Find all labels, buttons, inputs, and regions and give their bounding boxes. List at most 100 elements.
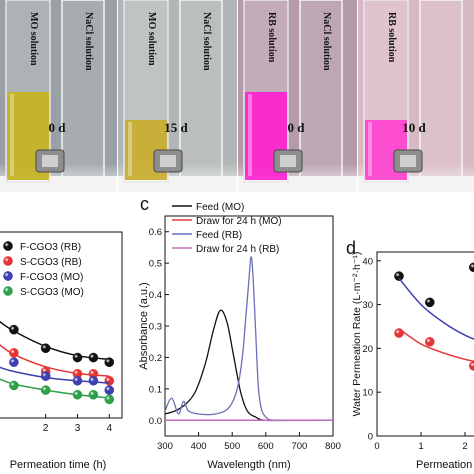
y-tick-label: 10 bbox=[362, 388, 373, 399]
y-tick-label: 0.0 bbox=[149, 416, 162, 427]
x-axis-label: Permeation time (h) bbox=[10, 459, 107, 471]
photo-panel-2: MO solution NaCl solution 15 d bbox=[118, 0, 239, 192]
data-point bbox=[104, 394, 115, 405]
data-point bbox=[88, 352, 99, 363]
y-tick-label: 0.4 bbox=[149, 290, 162, 301]
data-point bbox=[394, 328, 404, 338]
time-label: 15 d bbox=[164, 120, 188, 135]
y-tick-label: 20 bbox=[362, 344, 373, 355]
y-tick-label: 0.2 bbox=[149, 353, 162, 364]
x-tick-label: 2 bbox=[43, 423, 49, 434]
data-point bbox=[72, 352, 83, 363]
y-tick-label: 0.5 bbox=[149, 259, 162, 270]
data-point bbox=[469, 262, 474, 273]
data-point bbox=[9, 357, 19, 367]
legend-label-3: Feed (RB) bbox=[196, 230, 242, 241]
data-point bbox=[469, 361, 474, 371]
tube-b bbox=[61, 0, 105, 183]
panel-letter: d bbox=[346, 238, 356, 258]
x-tick-label: 500 bbox=[224, 441, 240, 452]
x-tick-label: 0 bbox=[374, 441, 379, 452]
y-tick-label: 30 bbox=[362, 300, 373, 311]
tube-b bbox=[179, 0, 223, 183]
data-point bbox=[40, 371, 51, 381]
x-tick-label: 600 bbox=[258, 441, 274, 452]
y-axis-label: Absorbance (a.u.) bbox=[138, 282, 150, 369]
legend-marker-4 bbox=[3, 286, 13, 296]
x-axis-label: Permeation bbox=[416, 459, 472, 471]
legend-marker-1 bbox=[3, 241, 13, 251]
data-point bbox=[72, 389, 83, 400]
data-point bbox=[104, 385, 115, 395]
tube-highlight bbox=[128, 122, 132, 176]
plot-frame bbox=[0, 231, 123, 419]
series-line-3 bbox=[164, 256, 334, 422]
clamp-inner bbox=[400, 155, 416, 167]
panel-c: 300 400 500 600 700 800 0.0 0.1 0.2 0.3 0.4 0.5 0.6 W… bbox=[138, 194, 341, 471]
y-axis-label: Water Permeation Rate (L·m⁻²·h⁻¹) bbox=[351, 252, 363, 417]
x-tick-label: 800 bbox=[325, 441, 341, 452]
tube-b bbox=[299, 0, 343, 183]
y-tick-label: 0.6 bbox=[149, 227, 162, 238]
figure-plots: 2 3 4 Permeation time (h) F-CGO3 (RB) S-CGO3 … bbox=[0, 194, 474, 471]
clamp-inner bbox=[160, 155, 176, 167]
tube-a-label: MO solution bbox=[28, 12, 39, 66]
data-point bbox=[9, 324, 19, 335]
data-point bbox=[9, 348, 19, 358]
tube-highlight bbox=[368, 122, 372, 176]
x-tick-label: 700 bbox=[291, 441, 307, 452]
y-tick-label: 0.3 bbox=[149, 322, 162, 333]
y-tick-label: 0 bbox=[368, 432, 373, 443]
legend-marker-2 bbox=[3, 256, 13, 266]
x-axis-label: Wavelength (nm) bbox=[207, 459, 290, 471]
photo-panel-3: RB solution NaCl solution 0 d bbox=[238, 0, 359, 192]
data-point bbox=[72, 375, 83, 386]
data-point bbox=[104, 375, 115, 386]
x-tick-label: 2 bbox=[462, 441, 467, 452]
data-point bbox=[40, 385, 51, 395]
photo-panel-1: MO solution NaCl solution 0 d bbox=[0, 0, 119, 192]
time-label: 0 d bbox=[288, 120, 306, 135]
legend-marker-3 bbox=[3, 271, 13, 281]
x-tick-label: 4 bbox=[107, 423, 113, 434]
tube-a-label: RB solution bbox=[266, 12, 277, 63]
tube-a-label: RB solution bbox=[386, 12, 397, 63]
tube-b-label: NaCl solution bbox=[321, 12, 332, 71]
data-point bbox=[394, 271, 404, 281]
fit-line-2 bbox=[398, 277, 474, 340]
y-tick-label: 0.1 bbox=[149, 384, 162, 395]
tube-b-label: NaCl solution bbox=[201, 12, 212, 71]
data-point bbox=[104, 357, 115, 367]
data-point bbox=[9, 380, 19, 391]
legend-label-1: F-CGO3 (RB) bbox=[20, 242, 81, 253]
legend-label-3: F-CGO3 (MO) bbox=[20, 272, 83, 283]
plot-frame bbox=[376, 251, 474, 437]
tube-a-label: MO solution bbox=[146, 12, 157, 66]
clamp-inner bbox=[42, 155, 58, 167]
time-label: 10 d bbox=[402, 120, 426, 135]
x-tick-label: 300 bbox=[157, 441, 173, 452]
tube-highlight bbox=[10, 94, 14, 176]
tube-highlight bbox=[248, 94, 252, 176]
data-point bbox=[88, 375, 99, 386]
legend-label-4: Draw for 24 h (RB) bbox=[196, 244, 279, 255]
legend-label-1: Feed (MO) bbox=[196, 202, 244, 213]
panel-b: 2 3 4 Permeation time (h) F-CGO3 (RB) S-CGO3 … bbox=[0, 231, 123, 471]
x-tick-label: 1 bbox=[418, 441, 423, 452]
photo-panel-4: RB solution 10 d bbox=[358, 0, 474, 192]
series-line-1 bbox=[164, 309, 333, 422]
y-tick-label: 40 bbox=[362, 256, 373, 267]
panel-letter: c bbox=[140, 194, 149, 214]
tube-b bbox=[419, 0, 463, 183]
clamp-inner bbox=[280, 155, 296, 167]
time-label: 0 d bbox=[49, 120, 67, 135]
data-point bbox=[40, 343, 51, 354]
legend-label-2: S-CGO3 (RB) bbox=[20, 257, 82, 268]
data-point bbox=[88, 389, 99, 400]
fit-line-3 bbox=[398, 328, 474, 363]
x-tick-label: 400 bbox=[191, 441, 207, 452]
legend-label-2: Draw for 24 h (MO) bbox=[196, 216, 282, 227]
legend-label-4: S-CGO3 (MO) bbox=[20, 287, 84, 298]
tube-b-label: NaCl solution bbox=[83, 12, 94, 71]
